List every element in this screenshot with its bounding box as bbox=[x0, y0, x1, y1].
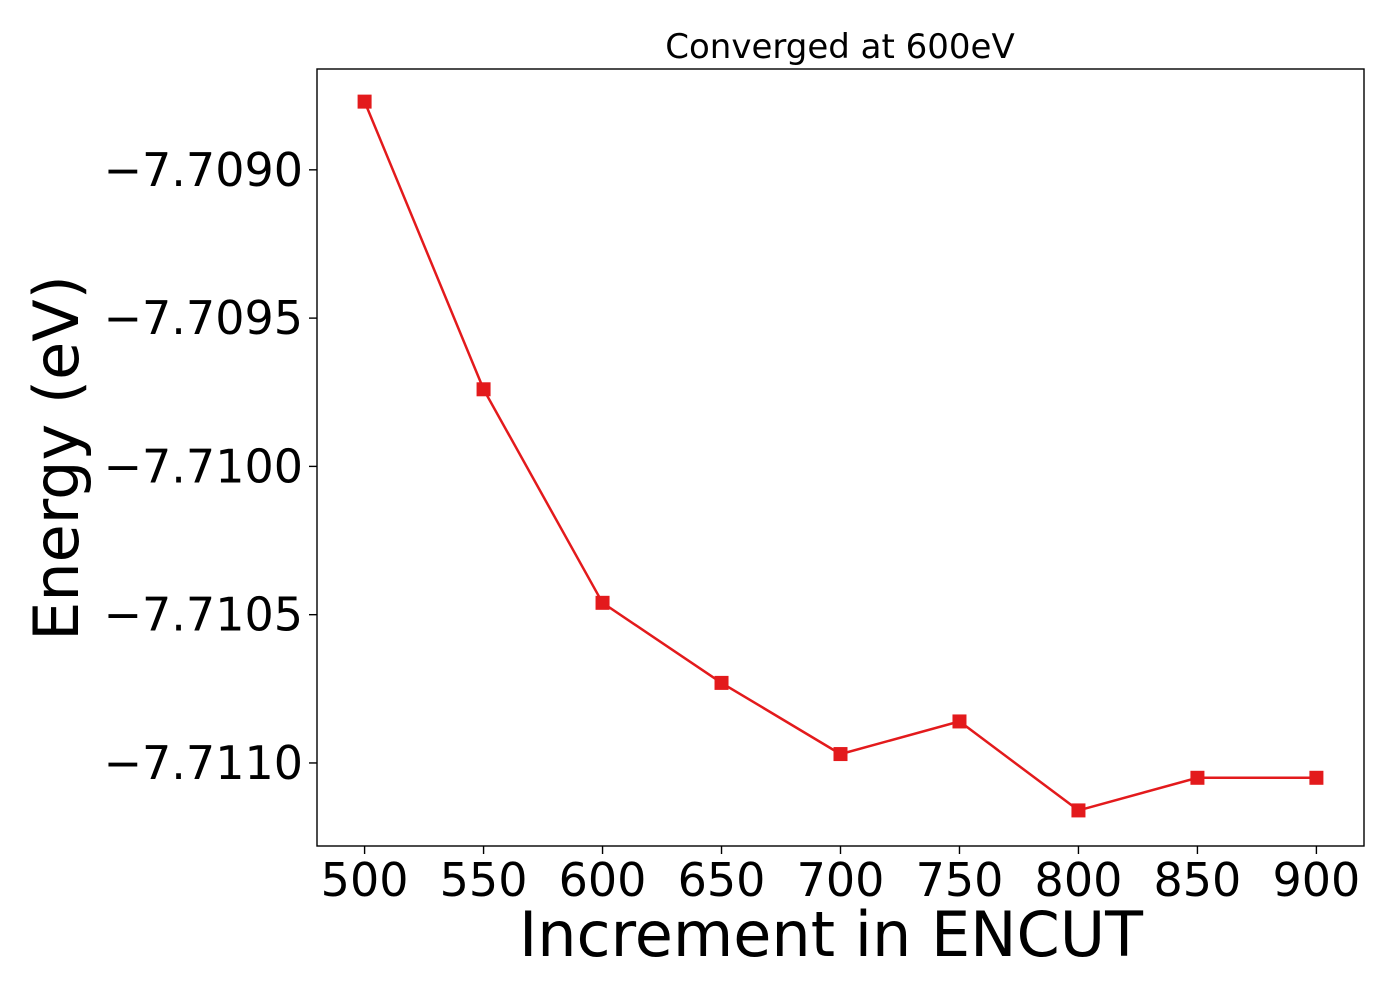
data-point-marker bbox=[1190, 770, 1205, 785]
y-tick-label: −7.7110 bbox=[104, 736, 304, 790]
data-point-marker bbox=[357, 94, 372, 109]
x-axis-label: Increment in ENCUT bbox=[519, 898, 1144, 971]
plot-area-frame bbox=[316, 68, 1365, 847]
x-tick-label: 650 bbox=[678, 853, 766, 907]
x-tick-label: 500 bbox=[321, 853, 409, 907]
x-tick-label: 800 bbox=[1035, 853, 1123, 907]
y-axis-label: Energy (eV) bbox=[20, 275, 93, 641]
x-tick-label: 900 bbox=[1273, 853, 1361, 907]
data-point-marker bbox=[595, 595, 610, 610]
y-tick-label: −7.7090 bbox=[104, 143, 304, 197]
data-point-marker bbox=[952, 714, 967, 729]
x-tick-label: 550 bbox=[440, 853, 528, 907]
x-tick-label: 700 bbox=[797, 853, 885, 907]
data-point-marker bbox=[714, 675, 729, 690]
chart-title: Converged at 600eV bbox=[665, 27, 1014, 67]
x-axis: 500 550 600 650 700 750 800 850 900 bbox=[321, 846, 1361, 907]
x-tick-label: 750 bbox=[916, 853, 1004, 907]
energy-series-line bbox=[363, 101, 1317, 812]
data-point-marker bbox=[476, 382, 491, 397]
y-tick-label: −7.7105 bbox=[104, 588, 304, 642]
data-point-marker bbox=[833, 747, 848, 762]
y-axis: −7.7090 −7.7095 −7.7100 −7.7105 −7.7110 bbox=[104, 143, 317, 790]
energy-series-markers bbox=[357, 94, 1324, 818]
x-tick-label: 850 bbox=[1154, 853, 1242, 907]
y-tick-label: −7.7095 bbox=[104, 291, 304, 345]
data-point-marker bbox=[1309, 770, 1324, 785]
y-tick-label: −7.7100 bbox=[104, 439, 304, 493]
x-tick-label: 600 bbox=[559, 853, 647, 907]
data-point-marker bbox=[1071, 803, 1086, 818]
